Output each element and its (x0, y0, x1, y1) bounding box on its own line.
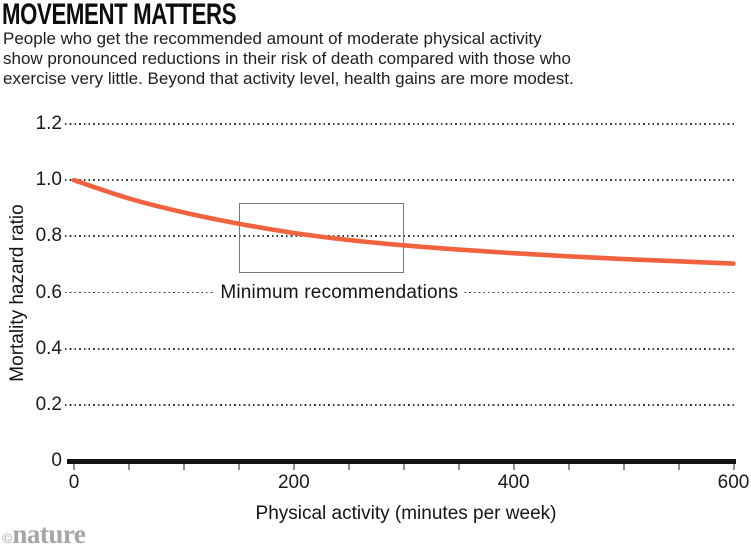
nature-logo: nature (12, 519, 86, 549)
x-tick-mark (457, 464, 460, 470)
x-tick-mark (677, 464, 680, 470)
x-tick-mark (292, 464, 295, 470)
y-tick-label: 0 (51, 450, 62, 471)
copyright-icon: © (2, 530, 13, 546)
minimum-recommendations-label: Minimum recommendations (214, 281, 465, 304)
x-tick-label: 0 (68, 472, 80, 493)
x-tick-mark (567, 464, 570, 470)
x-tick-label: 200 (277, 472, 310, 493)
x-axis-title: Physical activity (minutes per week) (255, 503, 557, 524)
y-gridline (65, 123, 737, 125)
minimum-recommendations-box (238, 202, 404, 273)
figure-title: MOVEMENT MATTERS (2, 0, 237, 31)
x-tick-mark (732, 464, 735, 470)
x-tick-mark (127, 464, 130, 470)
x-tick-mark (402, 464, 405, 470)
y-gridline (65, 179, 737, 182)
x-tick-label: 600 (717, 472, 750, 493)
subtitle-line-1: People who get the recommended amount of… (3, 29, 542, 48)
x-tick-mark (73, 464, 75, 470)
subtitle-line-2: show pronounced reductions in their risk… (3, 49, 571, 68)
x-tick-label: 400 (497, 472, 530, 493)
x-tick-mark (237, 464, 240, 470)
x-tick-mark (512, 464, 515, 470)
y-gridline (65, 403, 737, 406)
y-tick-label: 0.2 (35, 393, 62, 415)
y-tick-label: 1.0 (35, 169, 62, 191)
y-gridline (65, 347, 737, 350)
y-tick-label: 0.6 (35, 281, 62, 303)
nature-credit: ©nature (2, 519, 86, 550)
figure-subtitle: People who get the recommended amount of… (3, 29, 574, 89)
y-tick-label: 1.2 (35, 113, 62, 134)
mortality-curve-path (71, 177, 736, 266)
subtitle-line-3: exercise very little. Beyond that activi… (3, 69, 574, 88)
x-tick-mark (622, 464, 625, 470)
y-tick-label: 0.4 (35, 337, 62, 359)
x-tick-mark (182, 464, 185, 470)
x-tick-mark (347, 464, 350, 470)
y-tick-label: 0.8 (35, 225, 62, 247)
x-axis-line (67, 459, 736, 464)
